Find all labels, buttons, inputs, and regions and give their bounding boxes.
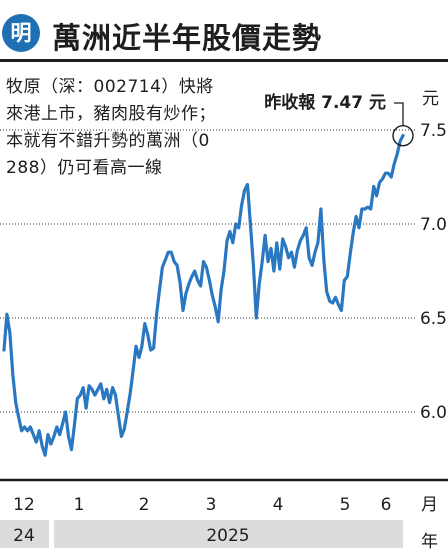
last-close-annotation: 昨收報 7.47 元 bbox=[264, 92, 386, 113]
y-tick-label-0: 6.0 bbox=[420, 403, 447, 423]
x-unit-label: 月 bbox=[421, 495, 438, 515]
chart-title: 萬洲近半年股價走勢 bbox=[52, 21, 323, 55]
header-divider bbox=[0, 59, 448, 62]
year-band-2025 bbox=[54, 520, 403, 548]
y-tick-label-1: 6.5 bbox=[420, 309, 447, 329]
x-tick-label-4: 4 bbox=[273, 495, 284, 515]
year-label-2025: 2025 bbox=[206, 526, 249, 546]
x-tick-label-6: 6 bbox=[381, 495, 392, 515]
x-tick-label-12: 12 bbox=[13, 495, 35, 515]
x-tick-label-2: 2 bbox=[139, 495, 150, 515]
year-label-2024: 24 bbox=[13, 526, 35, 546]
year-band-2024 bbox=[0, 520, 49, 548]
y-tick-label-2: 7.0 bbox=[420, 215, 447, 235]
price-series-line bbox=[2, 134, 405, 457]
header: 明 萬洲近半年股價走勢 bbox=[0, 0, 448, 58]
chart-note: 牧原（深：002714）快將來港上市，豬肉股有炒作；本就有不錯升勢的萬洲（028… bbox=[6, 77, 216, 178]
x-tick-label-5: 5 bbox=[340, 495, 351, 515]
annotation-leader-line bbox=[394, 102, 404, 126]
year-unit-label: 年 bbox=[421, 532, 438, 552]
y-unit-label: 元 bbox=[422, 89, 439, 109]
x-tick-label-3: 3 bbox=[206, 495, 217, 515]
ming-badge: 明 bbox=[2, 14, 40, 52]
y-tick-label-3: 7.5 bbox=[420, 121, 447, 141]
x-tick-label-1: 1 bbox=[74, 495, 85, 515]
